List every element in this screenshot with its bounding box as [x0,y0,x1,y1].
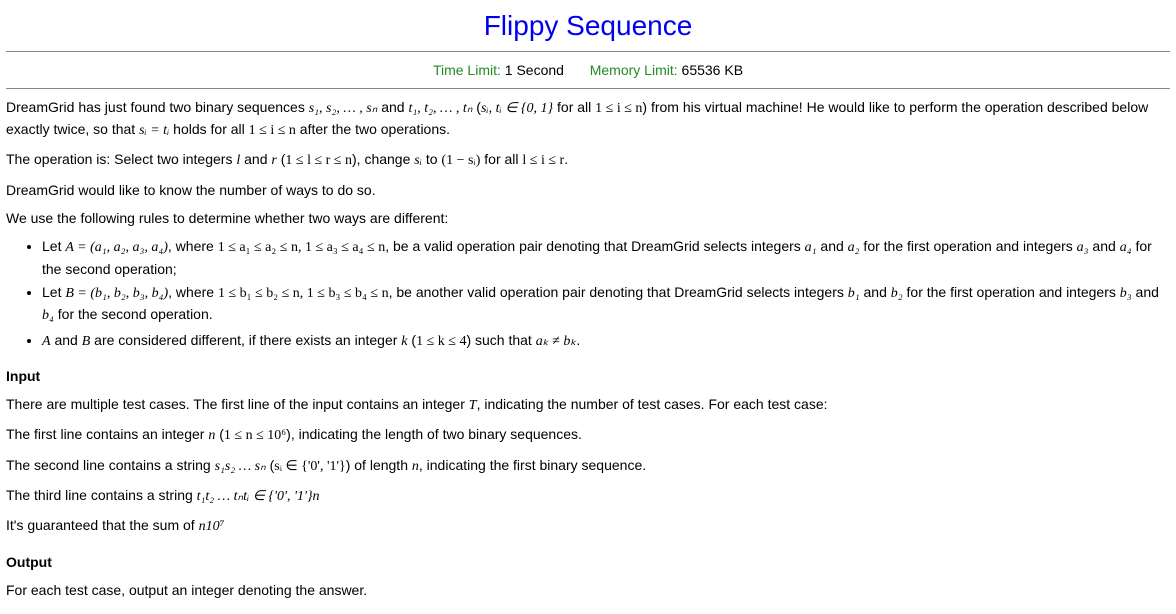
math: s₁, s₂, … , sₙ [309,101,378,116]
math: a₄ [1120,240,1132,255]
rules-list: Let A = (a₁, a₂, a₃, a₄), where 1 ≤ a₁ ≤… [24,236,1170,351]
math: aₖ ≠ bₖ [536,334,577,349]
math: 1 ≤ k ≤ 4 [416,334,466,349]
math: b₁ [848,286,860,301]
math: n [412,459,419,474]
math: s₁s₂ … sₙ [215,459,266,474]
paragraph: We use the following rules to determine … [6,208,1170,228]
paragraph: The second line contains a string s₁s₂ …… [6,455,1170,477]
paragraph: For each test case, output an integer de… [6,580,1170,600]
divider [6,51,1170,52]
math: B = (b₁, b₂, b₃, b₄) [65,286,168,301]
page-title: Flippy Sequence [6,6,1170,47]
input-heading: Input [6,366,1170,386]
math: b₂ [891,286,903,301]
math: 1 ≤ i ≤ n [595,101,642,116]
math: sᵢ [414,153,422,168]
math: 1 ≤ l ≤ r ≤ n [285,153,352,168]
paragraph: DreamGrid would like to know the number … [6,180,1170,200]
memory-limit-value: 65536 KB [682,62,744,78]
list-item: Let B = (b₁, b₂, b₃, b₄), where 1 ≤ b₁ ≤… [42,282,1170,327]
math: a₂ [848,240,860,255]
list-item: A and B are considered different, if the… [42,330,1170,352]
paragraph: DreamGrid has just found two binary sequ… [6,97,1170,142]
math: 1 ≤ a₁ ≤ a₂ ≤ n, 1 ≤ a₃ ≤ a₄ ≤ n [218,240,385,255]
math: B [82,334,91,349]
math: 1 ≤ b₁ ≤ b₂ ≤ n, 1 ≤ b₃ ≤ b₄ ≤ n [218,286,389,301]
paragraph: The operation is: Select two integers l … [6,149,1170,171]
math: t₁, t₂, … , tₙ [408,101,472,116]
math: a₁ [805,240,817,255]
math: sᵢ = tᵢ [139,123,169,138]
math: b₄ [42,308,54,323]
math: n10⁷ [199,519,225,534]
memory-limit-label: Memory Limit: [590,62,678,78]
problem-statement: DreamGrid has just found two binary sequ… [6,97,1170,600]
math: l ≤ i ≤ r [522,153,564,168]
divider [6,88,1170,89]
math: A = (a₁, a₂, a₃, a₄) [65,240,168,255]
math: b₃ [1120,286,1132,301]
output-heading: Output [6,552,1170,572]
paragraph: It's guaranteed that the sum of n10⁷ [6,515,1170,537]
math: a₃ [1077,240,1089,255]
time-limit-value: 1 Second [505,62,564,78]
paragraph: The first line contains an integer n (1 … [6,424,1170,446]
math: (1 − sᵢ) [441,153,480,168]
math: T [469,398,477,413]
list-item: Let A = (a₁, a₂, a₃, a₄), where 1 ≤ a₁ ≤… [42,236,1170,279]
math: A [42,334,51,349]
paragraph: There are multiple test cases. The first… [6,394,1170,416]
limits-bar: Time Limit: 1 Second Memory Limit: 65536… [6,60,1170,80]
math: sᵢ ∈ {'0', '1'} [274,459,345,474]
time-limit-label: Time Limit: [433,62,501,78]
math: 1 ≤ i ≤ n [249,123,296,138]
math: sᵢ, tᵢ ∈ {0, 1} [481,101,553,116]
math: t₁t₂ … tₙtᵢ ∈ {'0', '1'}n [197,489,320,504]
math: 1 ≤ n ≤ 10⁶ [224,428,286,443]
paragraph: The third line contains a string t₁t₂ … … [6,485,1170,507]
